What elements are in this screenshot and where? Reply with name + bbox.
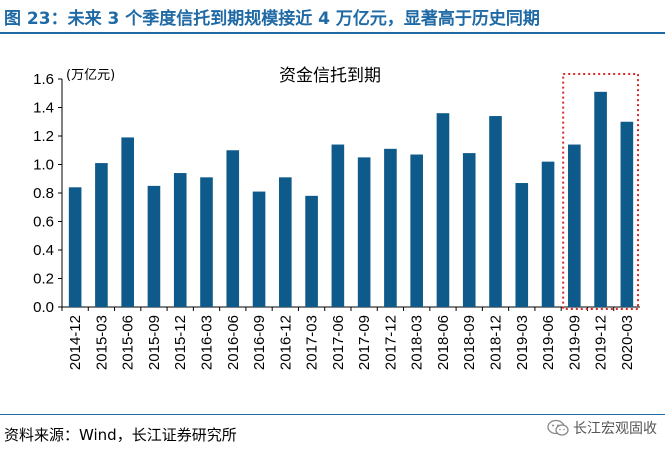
x-tick-label: 2016-09 xyxy=(251,315,268,370)
top-rule xyxy=(0,32,665,34)
x-tick-label: 2019-03 xyxy=(514,315,531,370)
y-axis-unit: (万亿元) xyxy=(66,68,115,83)
bar xyxy=(252,191,266,307)
y-tick-label: 0.6 xyxy=(33,214,54,231)
y-tick-label: 1.2 xyxy=(33,128,54,145)
x-tick-label: 2019-06 xyxy=(540,315,557,370)
y-tick-label: 0.2 xyxy=(33,271,54,288)
bar xyxy=(489,116,502,307)
bar xyxy=(331,144,345,307)
bar xyxy=(279,177,292,307)
y-tick-label: 0.4 xyxy=(33,242,54,259)
bar xyxy=(357,157,371,307)
brand-label: 长江宏观固收 xyxy=(573,421,657,437)
y-tick-label: 0.8 xyxy=(33,185,54,202)
x-tick-label: 2018-09 xyxy=(461,315,478,370)
chart-bars xyxy=(68,91,634,307)
x-tick-label: 2019-09 xyxy=(566,315,583,370)
y-tick-label: 1.6 xyxy=(33,71,54,88)
x-tick-label: 2017-06 xyxy=(330,315,347,370)
x-tick-label: 2015-12 xyxy=(172,315,189,370)
bottom-rule xyxy=(0,414,665,415)
bar xyxy=(515,183,529,307)
y-tick-label: 1.4 xyxy=(33,100,54,117)
bar xyxy=(305,195,318,307)
figure-title: 图 23：未来 3 个季度信托到期规模接近 4 万亿元，显著高于历史同期 xyxy=(4,9,540,29)
x-tick-label: 2018-12 xyxy=(488,315,505,370)
bar xyxy=(462,153,476,307)
bar xyxy=(384,148,397,307)
bar xyxy=(95,163,108,307)
bar xyxy=(568,144,581,307)
x-tick-label: 2017-03 xyxy=(304,315,321,370)
x-tick-label: 2015-06 xyxy=(120,315,137,370)
bar xyxy=(68,187,82,307)
bar xyxy=(541,161,555,307)
bar xyxy=(620,121,634,307)
x-tick-label: 2015-09 xyxy=(146,315,163,370)
x-tick-label: 2020-03 xyxy=(619,315,636,370)
bar xyxy=(410,154,423,307)
x-tick-label: 2019-12 xyxy=(593,315,610,370)
x-tick-label: 2015-03 xyxy=(93,315,110,370)
x-tick-label: 2018-03 xyxy=(409,315,426,370)
x-tick-label: 2016-12 xyxy=(277,315,294,370)
bar xyxy=(226,150,240,307)
x-tick-labels: 2014-12 2015-03 2015-06 2015-09 2015-12 2016-… xyxy=(67,315,636,370)
bar xyxy=(436,113,450,307)
bar xyxy=(200,177,213,307)
bar xyxy=(173,173,187,307)
chart-title: 资金信托到期 xyxy=(279,66,381,86)
x-tick-label: 2014-12 xyxy=(67,315,84,370)
x-tick-label: 2016-03 xyxy=(199,315,216,370)
y-tick-label: 1.0 xyxy=(33,157,54,174)
bar xyxy=(121,137,134,307)
brand: 长江宏观固收 xyxy=(547,418,657,438)
x-tick-label: 2018-06 xyxy=(435,315,452,370)
x-tick-label: 2017-09 xyxy=(356,315,373,370)
x-tick-label: 2016-06 xyxy=(225,315,242,370)
bar xyxy=(147,185,161,307)
bar xyxy=(594,91,607,307)
bar-chart: 2014-12 2015-03 2015-06 2015-09 2015-12 2016-… xyxy=(33,66,640,370)
wechat-icon xyxy=(547,419,569,436)
y-tick-labels: 0.0 0.2 0.4 0.6 0.8 1.0 1.2 1.4 1.6 xyxy=(33,71,54,316)
x-tick-label: 2017-12 xyxy=(382,315,399,370)
source-note: 资料来源：Wind，长江证券研究所 xyxy=(4,426,237,444)
y-tick-label: 0.0 xyxy=(33,299,54,316)
